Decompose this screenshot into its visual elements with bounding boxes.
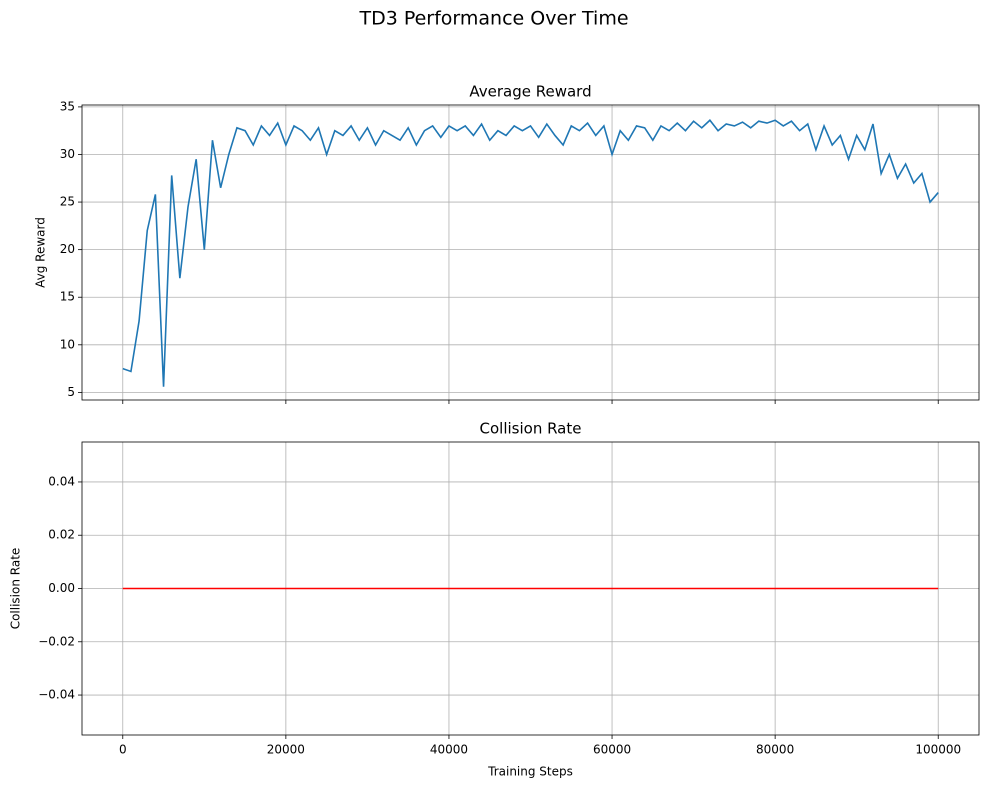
y-tick-label: 0.02	[48, 528, 75, 542]
x-tick-label: 100000	[915, 743, 961, 757]
y-tick-label: −0.04	[38, 688, 75, 702]
y-axis-label: Avg Reward	[34, 217, 48, 288]
y-tick-label: 30	[60, 147, 75, 161]
x-tick-label: 60000	[593, 743, 631, 757]
x-tick-label: 20000	[267, 743, 305, 757]
subplot-title: Average Reward	[469, 83, 591, 101]
x-axis-label: Training Steps	[487, 765, 573, 779]
x-tick-label: 80000	[756, 743, 794, 757]
data-line	[122, 119, 939, 387]
plot-frame	[81, 441, 980, 736]
plot-frame	[81, 104, 980, 401]
y-tick-label: 5	[67, 385, 75, 399]
y-tick-label: 0.00	[48, 581, 75, 595]
figure-title: TD3 Performance Over Time	[358, 8, 628, 30]
y-axis-label: Collision Rate	[9, 548, 23, 630]
y-tick-label: 35	[60, 99, 75, 113]
subplot-title: Collision Rate	[480, 420, 582, 438]
x-tick-label: 0	[119, 743, 127, 757]
y-tick-label: 25	[60, 195, 75, 209]
x-tick-label: 40000	[430, 743, 468, 757]
y-tick-label: 20	[60, 242, 75, 256]
y-tick-label: 10	[60, 337, 75, 351]
y-tick-label: 0.04	[48, 474, 75, 488]
y-tick-label: −0.02	[38, 634, 75, 648]
y-tick-label: 15	[60, 290, 75, 304]
